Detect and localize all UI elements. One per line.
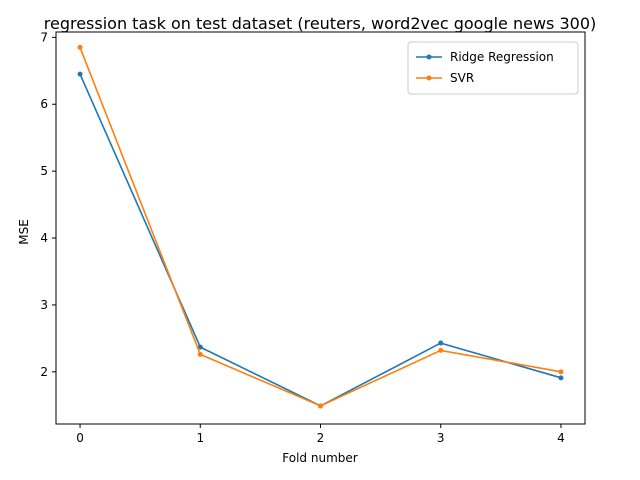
y-axis-label: MSE bbox=[17, 219, 31, 245]
data-point bbox=[197, 344, 203, 350]
plot-area: 0 1 2 3 4 2 3 4 5 6 7 bbox=[40, 30, 586, 445]
legend-box bbox=[407, 41, 579, 95]
x-tick-label: 3 bbox=[437, 431, 445, 445]
y-tick-label: 4 bbox=[40, 231, 48, 245]
y-tick-label: 7 bbox=[40, 30, 48, 44]
legend-marker bbox=[426, 54, 432, 60]
y-tick-label: 6 bbox=[40, 97, 48, 111]
x-axis-label: Fold number bbox=[282, 451, 357, 465]
data-point bbox=[558, 369, 564, 375]
data-point bbox=[438, 347, 444, 353]
legend: Ridge Regression SVR bbox=[407, 41, 579, 95]
x-tick-label: 4 bbox=[557, 431, 565, 445]
y-tick-label: 2 bbox=[40, 365, 48, 379]
chart-title: regression task on test dataset (reuters… bbox=[44, 14, 597, 33]
series-line-0 bbox=[79, 73, 562, 407]
data-point bbox=[197, 351, 203, 357]
y-tick-label: 3 bbox=[40, 298, 48, 312]
x-tick-label: 1 bbox=[196, 431, 204, 445]
data-point bbox=[318, 403, 323, 409]
x-tick-label: 0 bbox=[76, 431, 84, 445]
series-line-1 bbox=[79, 47, 562, 407]
legend-label: Ridge Regression bbox=[450, 50, 554, 64]
legend-label: SVR bbox=[450, 71, 474, 85]
legend-marker bbox=[426, 75, 432, 81]
data-point bbox=[438, 340, 444, 346]
x-tick-label: 2 bbox=[317, 431, 325, 445]
y-tick-label: 5 bbox=[40, 164, 48, 178]
data-point bbox=[77, 44, 83, 50]
data-point bbox=[77, 71, 83, 77]
data-point bbox=[558, 375, 564, 381]
